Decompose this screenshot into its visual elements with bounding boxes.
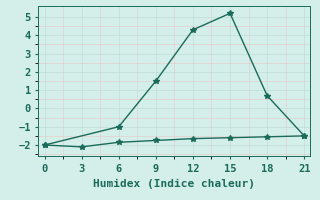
X-axis label: Humidex (Indice chaleur): Humidex (Indice chaleur): [93, 179, 255, 189]
